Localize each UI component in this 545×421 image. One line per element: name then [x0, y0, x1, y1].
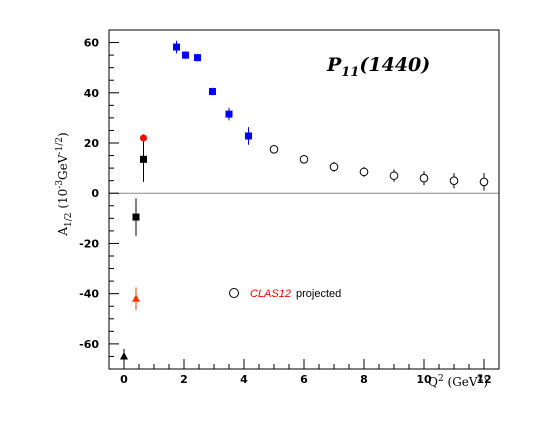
data-point-triangle [120, 351, 128, 360]
y-tick-label: -20 [79, 237, 99, 250]
y-axis-label: A1/2 (10-3GeV-1/2) [55, 132, 74, 236]
data-point-open-circle [389, 171, 399, 180]
y-tick-label: -60 [79, 338, 99, 351]
data-point-square [140, 155, 147, 163]
plot-frame [108, 29, 500, 370]
data-point-open-circle [329, 162, 339, 172]
legend-open-circle-marker [229, 288, 239, 298]
y-tick-label: 40 [84, 87, 100, 100]
legend-label-clas12: CLAS12 [250, 288, 291, 300]
data-point-open-circle [299, 155, 309, 164]
x-tick-label: 12 [476, 373, 491, 386]
y-tick-label: 20 [84, 137, 100, 150]
data-point-square [245, 132, 252, 140]
y-tick-label: -40 [79, 288, 99, 301]
x-tick-label: 0 [120, 373, 128, 386]
data-point-open-circle [359, 167, 369, 177]
data-point-open-circle [449, 176, 459, 185]
data-point-open-circle [269, 144, 279, 154]
x-tick-label: 4 [240, 373, 248, 386]
y-axis-ticks: -60 -40 -20 0 20 40 60 [79, 29, 119, 357]
y-tick-label: 60 [84, 37, 100, 50]
data-points [120, 40, 489, 364]
data-point-square [173, 43, 180, 51]
x-tick-label: 2 [180, 373, 188, 386]
data-point-open-circle [479, 177, 489, 187]
data-point-triangle [132, 294, 140, 302]
data-point-circle [140, 134, 147, 142]
data-point-square [209, 88, 216, 96]
x-tick-label: 10 [416, 373, 432, 386]
x-tick-label: 6 [300, 373, 308, 386]
x-axis-ticks: 0 2 4 6 8 10 12 [120, 359, 492, 386]
x-tick-label: 8 [360, 373, 368, 386]
data-point-open-circle [419, 173, 429, 183]
data-point-square [194, 54, 201, 62]
data-point-square [132, 213, 140, 221]
y-tick-label: 0 [91, 187, 99, 200]
data-point-square [225, 110, 233, 118]
chart-title: P11(1440) [326, 54, 430, 80]
legend-label-projected: projected [296, 288, 341, 300]
legend: CLAS12 projected [229, 288, 341, 300]
data-point-square [182, 51, 189, 59]
x-axis-label: Q2 (GeV2) [428, 374, 488, 389]
